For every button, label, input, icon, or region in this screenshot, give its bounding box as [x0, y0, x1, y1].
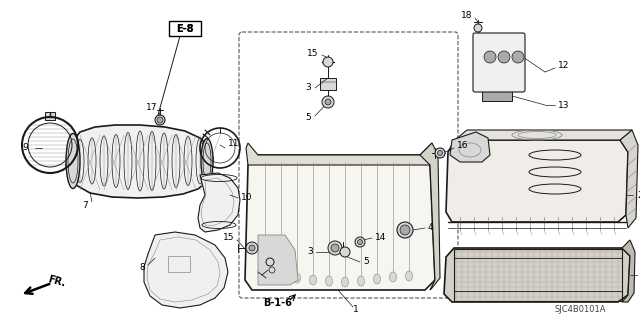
Ellipse shape — [294, 273, 301, 283]
Text: 13: 13 — [558, 100, 570, 109]
Text: 14: 14 — [375, 233, 387, 241]
Circle shape — [328, 241, 342, 255]
Circle shape — [249, 245, 255, 251]
Circle shape — [400, 225, 410, 235]
Text: 5: 5 — [305, 114, 311, 122]
Ellipse shape — [358, 276, 365, 286]
Circle shape — [358, 240, 362, 244]
Circle shape — [322, 96, 334, 108]
Circle shape — [435, 148, 445, 158]
Ellipse shape — [201, 138, 213, 183]
Text: 10: 10 — [241, 194, 253, 203]
Bar — [45, 112, 55, 120]
Circle shape — [355, 237, 365, 247]
Circle shape — [266, 258, 274, 266]
Circle shape — [498, 51, 510, 63]
Text: 3: 3 — [305, 84, 311, 93]
Text: 9: 9 — [22, 144, 28, 152]
Polygon shape — [258, 235, 298, 285]
Bar — [482, 91, 512, 101]
Polygon shape — [622, 240, 635, 302]
Text: 1: 1 — [353, 305, 359, 314]
Polygon shape — [144, 232, 228, 308]
Text: 8: 8 — [140, 263, 145, 272]
Ellipse shape — [406, 271, 413, 281]
Polygon shape — [620, 130, 638, 228]
Circle shape — [512, 51, 524, 63]
Circle shape — [331, 244, 339, 252]
Text: 15: 15 — [223, 233, 234, 241]
Text: 15: 15 — [307, 48, 318, 57]
Text: 7: 7 — [83, 201, 88, 210]
Ellipse shape — [310, 275, 317, 285]
Polygon shape — [246, 143, 432, 165]
Bar — [168, 256, 190, 272]
Text: 12: 12 — [558, 61, 570, 70]
Circle shape — [157, 117, 163, 123]
Circle shape — [323, 57, 333, 67]
Ellipse shape — [390, 272, 397, 282]
Bar — [480, 37, 518, 52]
Text: B-1-6: B-1-6 — [264, 298, 292, 308]
Ellipse shape — [342, 277, 349, 287]
Polygon shape — [455, 130, 632, 140]
Text: 11: 11 — [228, 138, 239, 147]
Text: 2: 2 — [637, 190, 640, 199]
Polygon shape — [446, 140, 628, 222]
Bar — [320, 78, 336, 90]
Polygon shape — [198, 173, 240, 232]
Bar — [454, 249, 622, 301]
Polygon shape — [66, 125, 213, 198]
Ellipse shape — [278, 271, 285, 281]
Circle shape — [269, 267, 275, 273]
FancyBboxPatch shape — [169, 21, 201, 36]
Ellipse shape — [262, 270, 269, 280]
Polygon shape — [444, 248, 630, 302]
Polygon shape — [245, 155, 435, 290]
Circle shape — [155, 115, 165, 125]
Text: 3: 3 — [307, 248, 313, 256]
Polygon shape — [420, 143, 440, 290]
Text: E-8: E-8 — [176, 24, 194, 33]
Circle shape — [246, 242, 258, 254]
Ellipse shape — [66, 133, 80, 189]
Circle shape — [325, 99, 331, 105]
Polygon shape — [450, 132, 490, 162]
Circle shape — [484, 51, 496, 63]
Text: 16: 16 — [457, 142, 468, 151]
Circle shape — [438, 151, 442, 155]
Text: E-8: E-8 — [176, 24, 194, 33]
Text: SJC4B0101A: SJC4B0101A — [554, 306, 605, 315]
Text: 4: 4 — [428, 224, 434, 233]
Ellipse shape — [374, 274, 381, 284]
Text: 17: 17 — [145, 103, 157, 113]
Circle shape — [340, 247, 350, 257]
FancyBboxPatch shape — [473, 33, 525, 92]
Text: 18: 18 — [461, 11, 472, 19]
Ellipse shape — [326, 276, 333, 286]
Text: 5: 5 — [363, 257, 369, 266]
Circle shape — [474, 24, 482, 32]
Text: FR.: FR. — [47, 274, 67, 288]
Circle shape — [397, 222, 413, 238]
